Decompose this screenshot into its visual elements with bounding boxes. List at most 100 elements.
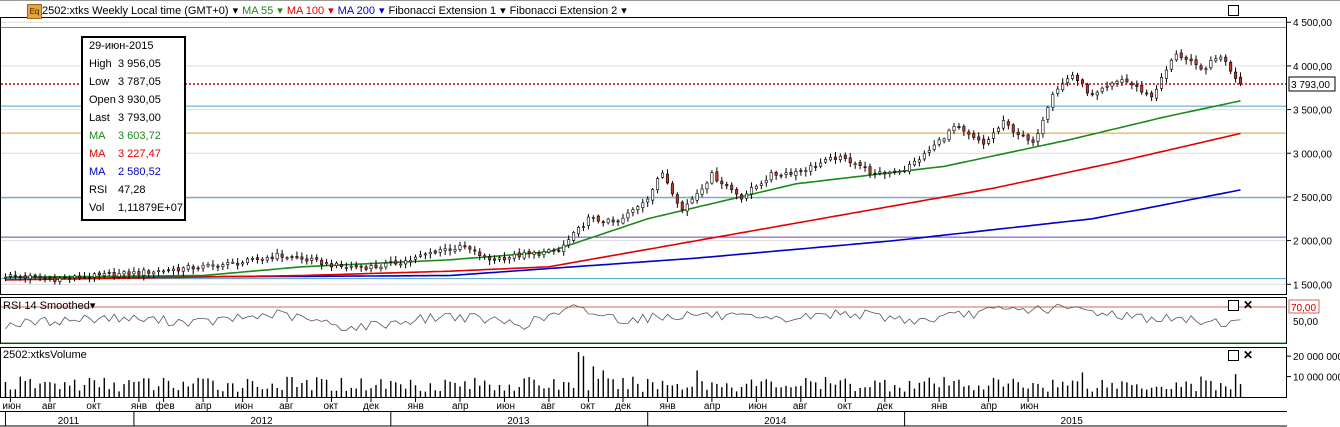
year-label: 2012 xyxy=(250,416,273,427)
candlestick xyxy=(1179,49,1183,61)
ma55-legend[interactable]: MA 55 ▾ xyxy=(242,4,283,17)
data-window: 29-июн-2015 High 3 956,05 Low 3 787,05 Open 3… xyxy=(81,36,186,221)
fib2-legend[interactable]: Fibonacci Extension 2 ▾ xyxy=(509,4,627,17)
candle-body xyxy=(700,188,704,195)
candlestick xyxy=(512,251,516,262)
month-label: июн xyxy=(235,401,254,412)
candlestick xyxy=(893,168,897,175)
candle-body xyxy=(1085,84,1089,94)
candlestick xyxy=(152,270,156,278)
candlestick xyxy=(310,254,314,265)
candle-body xyxy=(730,184,734,191)
candle-body xyxy=(216,265,220,268)
candlestick xyxy=(275,248,279,261)
candle-body xyxy=(433,250,437,254)
candlestick xyxy=(507,255,511,264)
rsi-panel-frame xyxy=(0,297,1287,344)
candlestick xyxy=(270,252,274,262)
volume-title[interactable]: 2502:xtksVolume xyxy=(3,349,87,361)
rsi-title[interactable]: RSI 14 Smoothed▾ xyxy=(3,300,96,312)
candlestick xyxy=(1214,54,1218,63)
volume-close-icon[interactable]: ✕ xyxy=(1243,348,1254,362)
candle-body xyxy=(354,265,358,268)
fib1-legend[interactable]: Fibonacci Extension 1 ▾ xyxy=(388,4,506,17)
candle-body xyxy=(107,272,111,274)
info-key: Low xyxy=(89,76,110,88)
candlestick xyxy=(339,260,343,269)
candle-body xyxy=(211,264,215,267)
candlestick xyxy=(833,151,837,164)
candle-body xyxy=(764,180,768,184)
candlestick xyxy=(300,252,304,264)
candlestick xyxy=(87,272,91,283)
candlestick xyxy=(661,170,665,179)
candlestick xyxy=(1150,90,1154,102)
info-row: High 3 956,05 xyxy=(89,58,161,72)
equity-icon[interactable]: Eq xyxy=(27,4,42,19)
candle-body xyxy=(438,249,442,253)
candle-body xyxy=(502,257,506,261)
candlestick xyxy=(922,150,926,162)
candlestick xyxy=(789,168,793,177)
candle-body xyxy=(226,262,230,265)
info-key: MA xyxy=(89,148,106,160)
candlestick xyxy=(577,225,581,237)
month-label: июн xyxy=(748,401,767,412)
candlestick xyxy=(127,268,131,279)
candle-body xyxy=(1219,56,1223,60)
candle-body xyxy=(1066,78,1070,83)
candle-body xyxy=(1239,76,1243,85)
candlestick xyxy=(359,264,363,272)
candlestick xyxy=(710,170,714,185)
rsi-maximize-icon[interactable] xyxy=(1228,300,1239,311)
ma100-legend[interactable]: MA 100 ▾ xyxy=(286,4,334,17)
candlestick xyxy=(873,169,877,179)
candle-body xyxy=(43,277,47,280)
candlestick xyxy=(705,181,709,194)
candlestick xyxy=(1125,74,1129,84)
ma200-legend[interactable]: MA 200 ▾ xyxy=(337,4,385,17)
candle-body xyxy=(157,270,161,272)
candlestick xyxy=(1174,50,1178,62)
rsi-close-icon[interactable]: ✕ xyxy=(1243,298,1254,312)
candlestick xyxy=(552,247,556,255)
candlestick xyxy=(404,256,408,269)
candle-body xyxy=(73,275,77,279)
candlestick xyxy=(675,192,679,208)
candle-body xyxy=(1021,134,1025,137)
candle-body xyxy=(1184,56,1188,60)
candlestick xyxy=(1105,81,1109,92)
symbol-label[interactable]: 2502:xtks Weekly Local time (GMT+0) ▾ xyxy=(42,4,239,17)
price-tick-label: 4 500,00 xyxy=(1293,18,1332,29)
candle-body xyxy=(394,260,398,265)
candlestick xyxy=(917,156,921,167)
candlestick xyxy=(384,259,388,270)
info-key: MA xyxy=(89,130,106,142)
volume-maximize-icon[interactable] xyxy=(1228,350,1239,361)
candle-body xyxy=(196,267,200,270)
candlestick xyxy=(725,181,729,190)
candlestick xyxy=(937,136,941,147)
candlestick xyxy=(517,248,521,260)
candle-body xyxy=(843,154,847,159)
info-key: Open xyxy=(89,94,116,106)
candle-body xyxy=(1174,53,1178,61)
candle-body xyxy=(824,158,828,163)
candlestick xyxy=(828,153,832,162)
candlestick xyxy=(1080,78,1084,88)
candle-body xyxy=(527,250,531,254)
candle-body xyxy=(315,257,319,260)
candle-body xyxy=(992,132,996,139)
candlestick xyxy=(665,169,669,185)
candlestick xyxy=(354,261,358,270)
candlestick xyxy=(315,254,319,263)
candlestick xyxy=(73,274,77,282)
candlestick xyxy=(1026,133,1030,145)
candle-body xyxy=(937,139,941,145)
candle-body xyxy=(577,227,581,235)
candlestick xyxy=(1066,74,1070,87)
maximize-icon[interactable] xyxy=(1228,5,1239,16)
candlestick xyxy=(112,268,116,280)
candlestick xyxy=(92,272,96,282)
candlestick xyxy=(43,274,47,283)
